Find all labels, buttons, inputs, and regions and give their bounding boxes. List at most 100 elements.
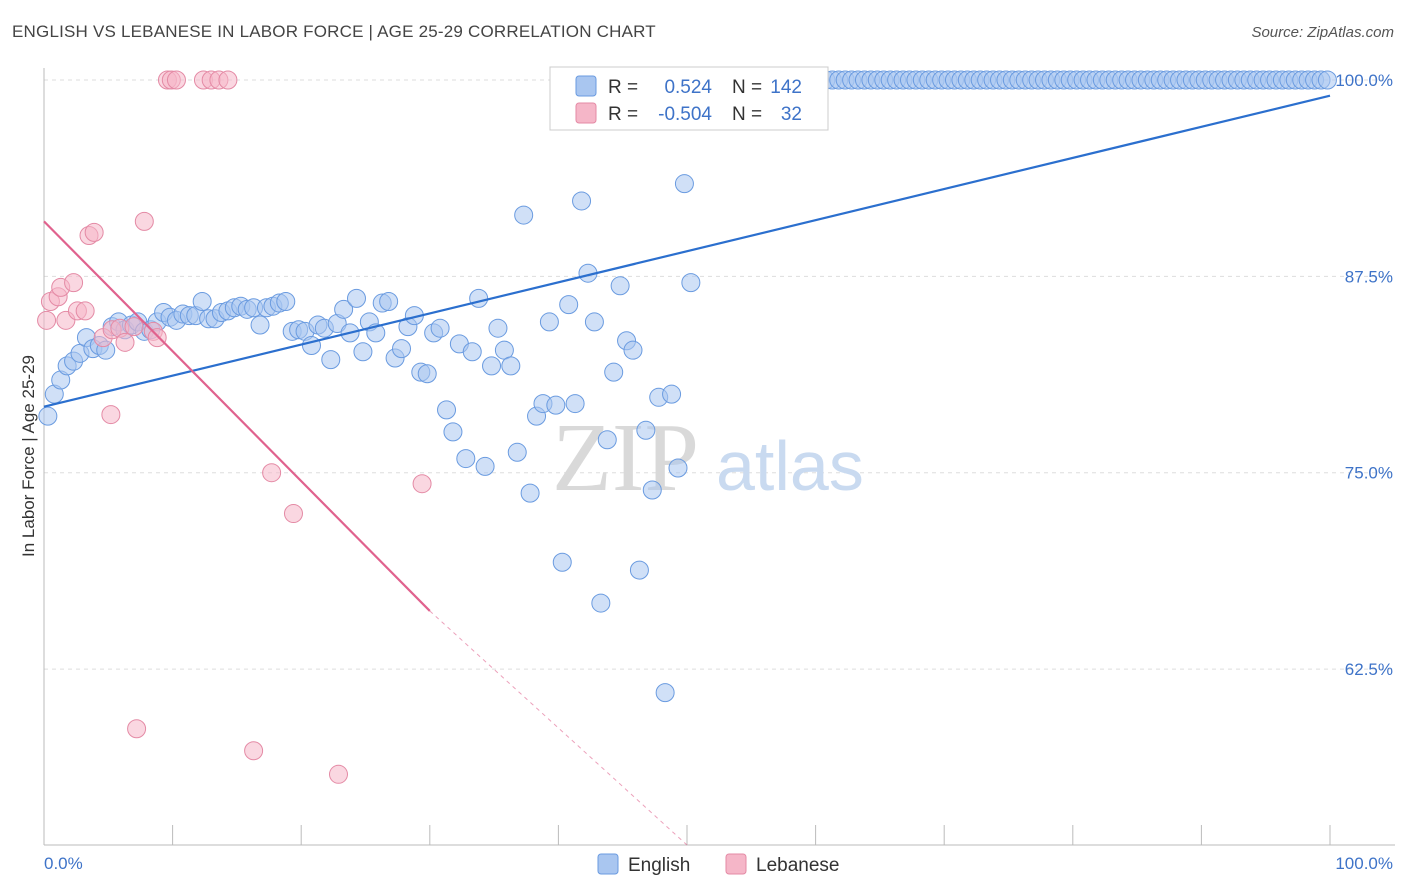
point-lebanese-17 xyxy=(134,211,154,231)
series-legend-label-english: English xyxy=(628,855,690,876)
point-lebanese-7 xyxy=(75,301,95,321)
point-lebanese-22 xyxy=(166,70,186,90)
point-english-73 xyxy=(507,442,527,462)
point-english-49 xyxy=(353,342,373,362)
chart-source: Source: ZipAtlas.com xyxy=(1251,24,1394,41)
point-lebanese-29 xyxy=(283,504,303,524)
point-english-86 xyxy=(591,593,611,613)
point-english-48 xyxy=(346,288,366,308)
chart-title: ENGLISH VS LEBANESE IN LABOR FORCE | AGE… xyxy=(12,22,656,41)
point-lebanese-12 xyxy=(101,405,121,425)
point-lebanese-27 xyxy=(244,741,264,761)
series-legend: English Lebanese xyxy=(597,853,839,876)
point-english-41 xyxy=(301,335,321,355)
stats-legend-n-value-english: 142 xyxy=(770,77,802,98)
trend-line-english xyxy=(43,94,1331,408)
series-legend-label-lebanese: Lebanese xyxy=(756,855,839,876)
grid-lines xyxy=(44,79,1395,670)
point-english-82 xyxy=(565,394,585,414)
point-lebanese-28 xyxy=(262,463,282,483)
stats-legend-n-label-lebanese: N = xyxy=(732,104,762,125)
point-english-98 xyxy=(668,458,688,478)
point-lebanese-26 xyxy=(218,70,238,90)
point-english-24 xyxy=(192,291,212,311)
point-lebanese-14 xyxy=(115,332,135,352)
point-english-44 xyxy=(321,350,341,370)
stats-legend-swatch-english xyxy=(575,75,597,97)
point-lebanese-31 xyxy=(412,474,432,494)
point-lebanese-15 xyxy=(124,317,144,337)
watermark-zip: ZIP xyxy=(552,404,699,512)
point-english-199 xyxy=(1317,70,1337,90)
watermark-atlas: atlas xyxy=(716,427,864,505)
point-lebanese-30 xyxy=(328,764,348,784)
y-tick-label-2: 75.0% xyxy=(1345,464,1393,483)
point-english-99 xyxy=(674,174,694,194)
point-english-72 xyxy=(501,356,521,376)
x-tick-label-1: 100.0% xyxy=(1335,854,1393,873)
point-english-59 xyxy=(417,364,437,384)
point-english-100 xyxy=(681,273,701,293)
y-tick-label-3: 62.5% xyxy=(1345,660,1393,679)
point-english-92 xyxy=(629,560,649,580)
point-english-70 xyxy=(488,318,508,338)
axes xyxy=(43,68,1395,846)
point-english-94 xyxy=(642,480,662,500)
point-english-46 xyxy=(334,299,354,319)
watermark: ZIP atlas xyxy=(552,404,864,512)
stats-legend-n-value-lebanese: 32 xyxy=(781,104,802,125)
point-english-75 xyxy=(520,483,540,503)
y-tick-label-1: 87.5% xyxy=(1345,267,1393,286)
point-english-96 xyxy=(655,683,675,703)
point-english-61 xyxy=(430,318,450,338)
point-english-65 xyxy=(456,449,476,469)
stats-legend: R = 0.524 N = 142 R = -0.504 N = 32 xyxy=(549,66,829,131)
stats-legend-n-label-english: N = xyxy=(732,77,762,98)
stats-legend-r-label-lebanese: R = xyxy=(608,104,638,125)
series-legend-swatch-lebanese xyxy=(725,853,747,875)
point-english-93 xyxy=(636,420,656,440)
y-axis-title: In Labor Force | Age 25-29 xyxy=(19,355,38,557)
point-english-53 xyxy=(379,291,399,311)
point-english-74 xyxy=(514,205,534,225)
point-english-67 xyxy=(469,288,489,308)
series-legend-swatch-english xyxy=(597,853,619,875)
point-english-55 xyxy=(392,339,412,359)
stats-legend-swatch-lebanese xyxy=(575,102,597,124)
x-tick-labels: 0.0% 100.0% xyxy=(44,854,1393,873)
point-english-37 xyxy=(276,291,296,311)
point-english-78 xyxy=(539,312,559,332)
point-english-88 xyxy=(604,362,624,382)
point-english-69 xyxy=(482,356,502,376)
point-lebanese-9 xyxy=(84,222,104,242)
point-lebanese-5 xyxy=(64,273,84,293)
point-english-66 xyxy=(462,342,482,362)
point-english-85 xyxy=(584,312,604,332)
data-points xyxy=(37,70,1337,784)
point-english-0 xyxy=(38,406,58,426)
point-english-63 xyxy=(443,422,463,442)
point-english-33 xyxy=(250,315,270,335)
point-english-79 xyxy=(546,395,566,415)
trend-line-extension-lebanese xyxy=(429,610,688,846)
point-english-89 xyxy=(610,276,630,296)
point-lebanese-0 xyxy=(37,310,57,330)
stats-legend-r-value-lebanese: -0.504 xyxy=(658,104,712,125)
point-english-81 xyxy=(559,295,579,315)
y-tick-labels: 100.0% 87.5% 75.0% 62.5% xyxy=(1335,71,1393,679)
point-english-91 xyxy=(623,340,643,360)
point-english-97 xyxy=(662,384,682,404)
x-tick-label-0: 0.0% xyxy=(44,854,83,873)
point-lebanese-16 xyxy=(127,719,147,739)
point-english-83 xyxy=(572,191,592,211)
point-lebanese-19 xyxy=(147,328,167,348)
point-english-62 xyxy=(437,400,457,420)
trend-lines xyxy=(43,94,1331,846)
point-english-68 xyxy=(475,456,495,476)
stats-legend-r-value-english: 0.524 xyxy=(664,77,712,98)
trend-line-lebanese xyxy=(43,220,431,612)
point-english-80 xyxy=(552,552,572,572)
y-tick-label-0: 100.0% xyxy=(1335,71,1393,90)
stats-legend-r-label-english: R = xyxy=(608,77,638,98)
